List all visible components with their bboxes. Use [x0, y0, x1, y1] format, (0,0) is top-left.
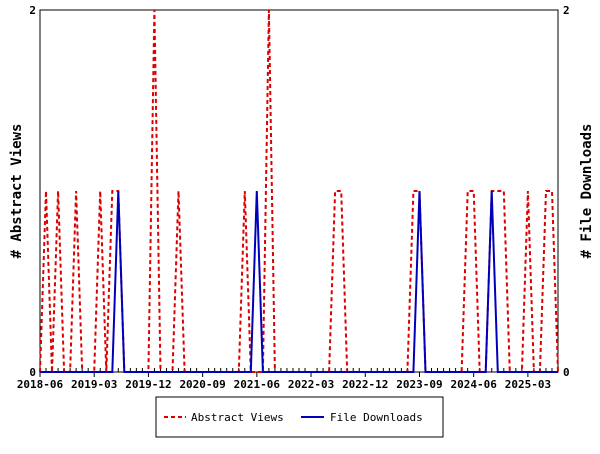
x-tick-label: 2018-06: [17, 378, 64, 391]
x-tick-label: 2023-09: [396, 378, 442, 391]
x-tick-label: 2019-03: [71, 378, 117, 391]
x-tick-label: 2019-12: [125, 378, 171, 391]
y-right-tick-bottom: 0: [563, 366, 570, 379]
x-tick-label: 2022-12: [342, 378, 388, 391]
x-tick-label: 2025-03: [505, 378, 551, 391]
y-left-tick-bottom: 0: [29, 366, 36, 379]
legend-label-file-downloads: File Downloads: [330, 411, 423, 424]
y-axis-left-label: # Abstract Views: [9, 124, 25, 259]
x-tick-label: 2022-03: [288, 378, 334, 391]
x-tick-label: 2021-06: [234, 378, 281, 391]
y-left-tick-top: 2: [29, 4, 36, 17]
x-tick-label: 2020-09: [179, 378, 225, 391]
y-axis-right-label: # File Downloads: [579, 124, 595, 259]
y-right-tick-top: 2: [563, 4, 570, 17]
x-axis-tick-labels: 2018-06 2019-03 2019-12 2020-09 2021-06 2022-…: [17, 378, 551, 391]
legend-label-abstract-views: Abstract Views: [191, 411, 284, 424]
x-tick-label: 2024-06: [450, 378, 497, 391]
legend: Abstract Views File Downloads: [156, 397, 443, 437]
